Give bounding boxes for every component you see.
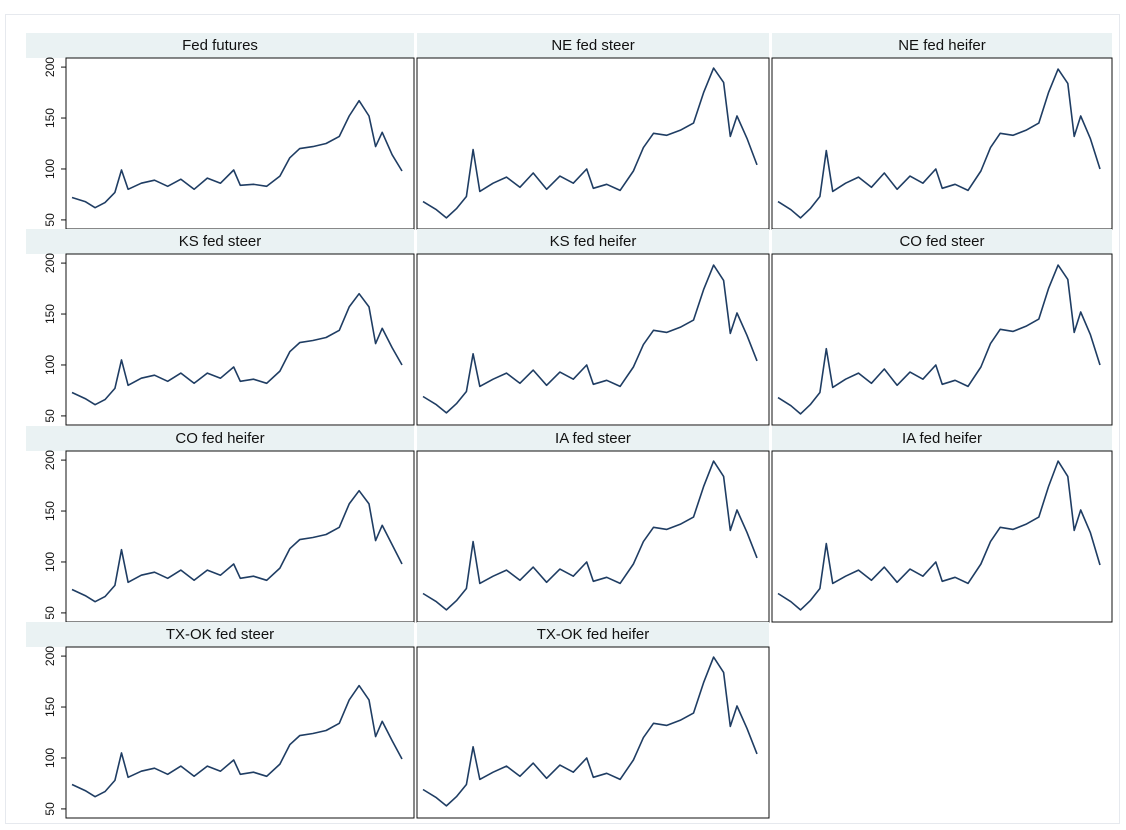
panel-8: IA fed heifer xyxy=(771,426,1113,623)
y-tick-label: 50 xyxy=(43,802,57,816)
plot-area xyxy=(771,253,1113,426)
series-line xyxy=(71,99,403,209)
y-tick-label: 100 xyxy=(43,552,57,572)
plot-area xyxy=(65,253,415,426)
series-line xyxy=(422,67,758,219)
panel-4: KS fed heifer xyxy=(416,229,770,426)
y-tick-label: 100 xyxy=(43,159,57,179)
y-tick-label: 50 xyxy=(43,606,57,620)
y-tick-label: 100 xyxy=(43,748,57,768)
panels-group: Fed futures 50 100 150 200 NE fed steer NE fed… xyxy=(26,33,1113,819)
plot-area xyxy=(416,450,770,623)
panel-title: NE fed steer xyxy=(551,37,634,54)
y-tick-label: 50 xyxy=(43,409,57,423)
series-line xyxy=(422,460,758,611)
panel-5: CO fed steer xyxy=(771,229,1113,426)
y-tick-label: 150 xyxy=(43,501,57,521)
panel-strip xyxy=(417,33,769,58)
panel-strip xyxy=(26,426,414,451)
panel-title: Fed futures xyxy=(182,37,258,54)
panel-title: TX-OK fed steer xyxy=(166,626,274,643)
series-line xyxy=(422,264,758,414)
y-tick-label: 200 xyxy=(43,450,57,470)
panel-7: IA fed steer xyxy=(416,426,770,623)
panel-9: TX-OK fed steer 50 100 150 200 xyxy=(26,622,415,819)
plot-area xyxy=(771,450,1113,623)
panel-6: CO fed heifer 50 100 150 200 xyxy=(26,426,415,623)
panel-strip xyxy=(417,426,769,451)
plot-area xyxy=(416,253,770,426)
panel-0: Fed futures 50 100 150 200 xyxy=(26,33,415,230)
panel-strip xyxy=(26,622,414,647)
panel-strip xyxy=(26,33,414,58)
figure-frame xyxy=(5,14,1120,824)
y-tick-label: 200 xyxy=(43,646,57,666)
plot-area xyxy=(771,57,1113,230)
panel-3: KS fed steer 50 100 150 200 xyxy=(26,229,415,426)
series-line xyxy=(777,460,1101,611)
y-tick-label: 150 xyxy=(43,108,57,128)
plot-area xyxy=(65,646,415,819)
panel-strip xyxy=(772,229,1112,254)
panel-title: CO fed steer xyxy=(899,233,984,250)
y-tick-label: 150 xyxy=(43,697,57,717)
y-tick-label: 50 xyxy=(43,213,57,227)
series-line xyxy=(71,684,403,798)
panel-title: IA fed heifer xyxy=(902,430,982,447)
plot-area xyxy=(416,57,770,230)
plot-area xyxy=(416,646,770,819)
series-line xyxy=(71,292,403,406)
panel-1: NE fed steer xyxy=(416,33,770,230)
plot-area xyxy=(65,57,415,230)
panel-strip xyxy=(417,229,769,254)
panel-2: NE fed heifer xyxy=(771,33,1113,230)
y-tick-label: 200 xyxy=(43,253,57,273)
panel-title: KS fed heifer xyxy=(550,233,637,250)
y-tick-label: 100 xyxy=(43,355,57,375)
y-tick-label: 200 xyxy=(43,57,57,77)
y-tick-label: 150 xyxy=(43,304,57,324)
plot-area xyxy=(65,450,415,623)
panel-strip xyxy=(772,33,1112,58)
panel-title: NE fed heifer xyxy=(898,37,986,54)
panel-title: CO fed heifer xyxy=(175,430,264,447)
series-line xyxy=(777,68,1101,219)
series-line xyxy=(777,264,1101,415)
series-line xyxy=(422,656,758,807)
panel-10: TX-OK fed heifer xyxy=(416,622,770,819)
panel-title: KS fed steer xyxy=(179,233,262,250)
panel-strip xyxy=(26,229,414,254)
panel-strip xyxy=(417,622,769,647)
panel-strip xyxy=(772,426,1112,451)
panel-title: TX-OK fed heifer xyxy=(537,626,650,643)
series-line xyxy=(71,489,403,603)
panel-title: IA fed steer xyxy=(555,430,631,447)
